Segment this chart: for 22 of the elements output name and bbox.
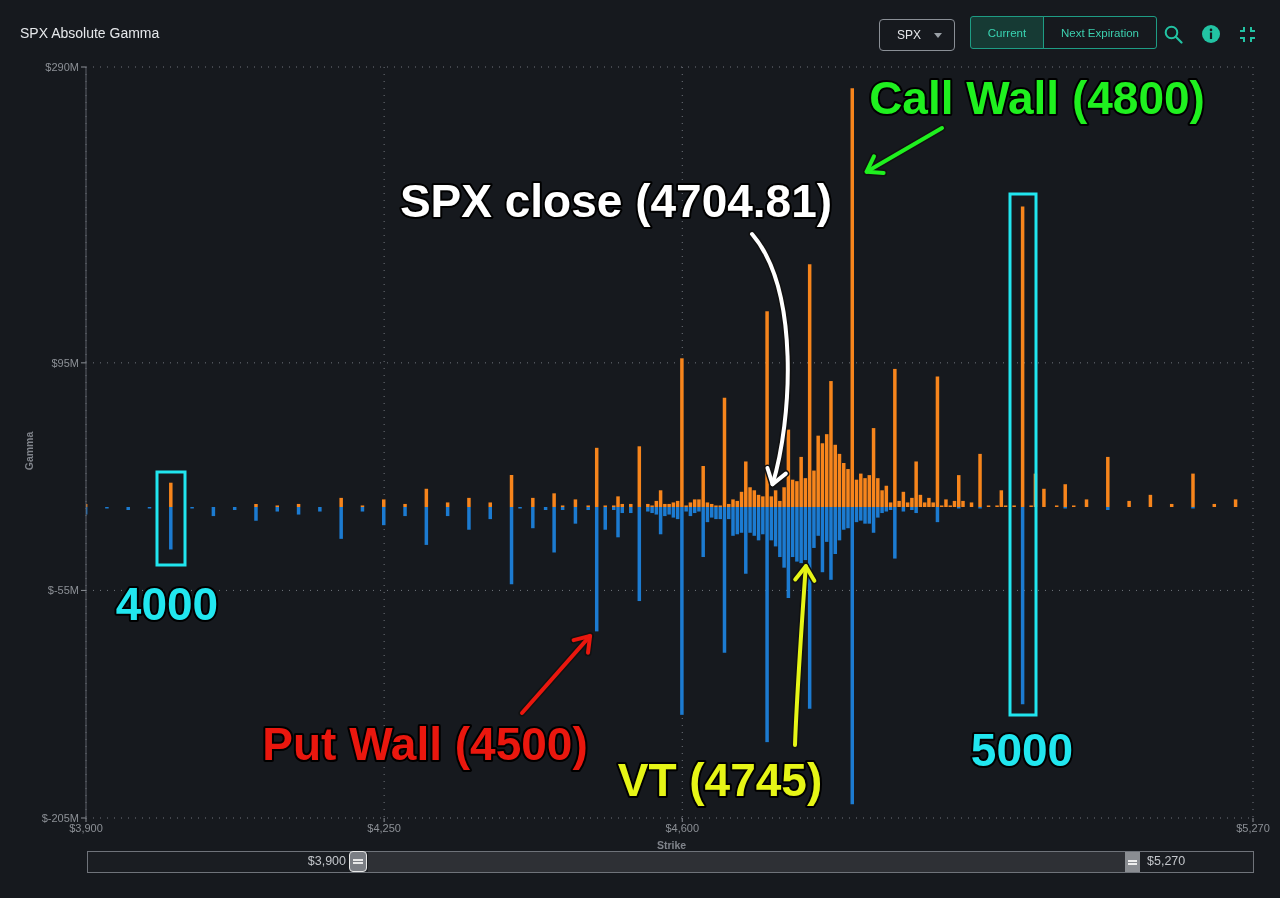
y-tick-label: $95M — [51, 356, 79, 369]
y-axis-title: Gamma — [23, 431, 35, 471]
text: $5,270 — [1147, 854, 1186, 868]
annotation: VT (4745) — [617, 754, 823, 806]
annotation: Call Wall (4800) — [869, 72, 1205, 124]
x-tick-label: $4,600 — [665, 821, 700, 834]
annotation: SPX close (4704.81) — [399, 175, 833, 227]
x-tick-label: $5,270 — [1236, 821, 1270, 834]
annotation: 5000 — [970, 724, 1074, 776]
button: Current — [970, 16, 1044, 49]
annotation: 4000 — [115, 578, 219, 630]
chart-title: SPX Absolute Gamma — [20, 25, 160, 41]
dropdown: SPX — [879, 19, 955, 51]
text: $3,900 — [306, 854, 346, 868]
x-axis-title: Strike — [656, 839, 687, 851]
y-tick-label: $-55M — [47, 584, 79, 597]
y-tick-label: $-205M — [41, 811, 79, 824]
x-tick-label: $4,250 — [367, 821, 401, 834]
annotation: Put Wall (4500) — [262, 718, 588, 770]
button: Next Expiration — [1043, 16, 1157, 49]
x-tick-label: $3,900 — [69, 821, 103, 834]
y-tick-label: $290M — [45, 60, 79, 73]
